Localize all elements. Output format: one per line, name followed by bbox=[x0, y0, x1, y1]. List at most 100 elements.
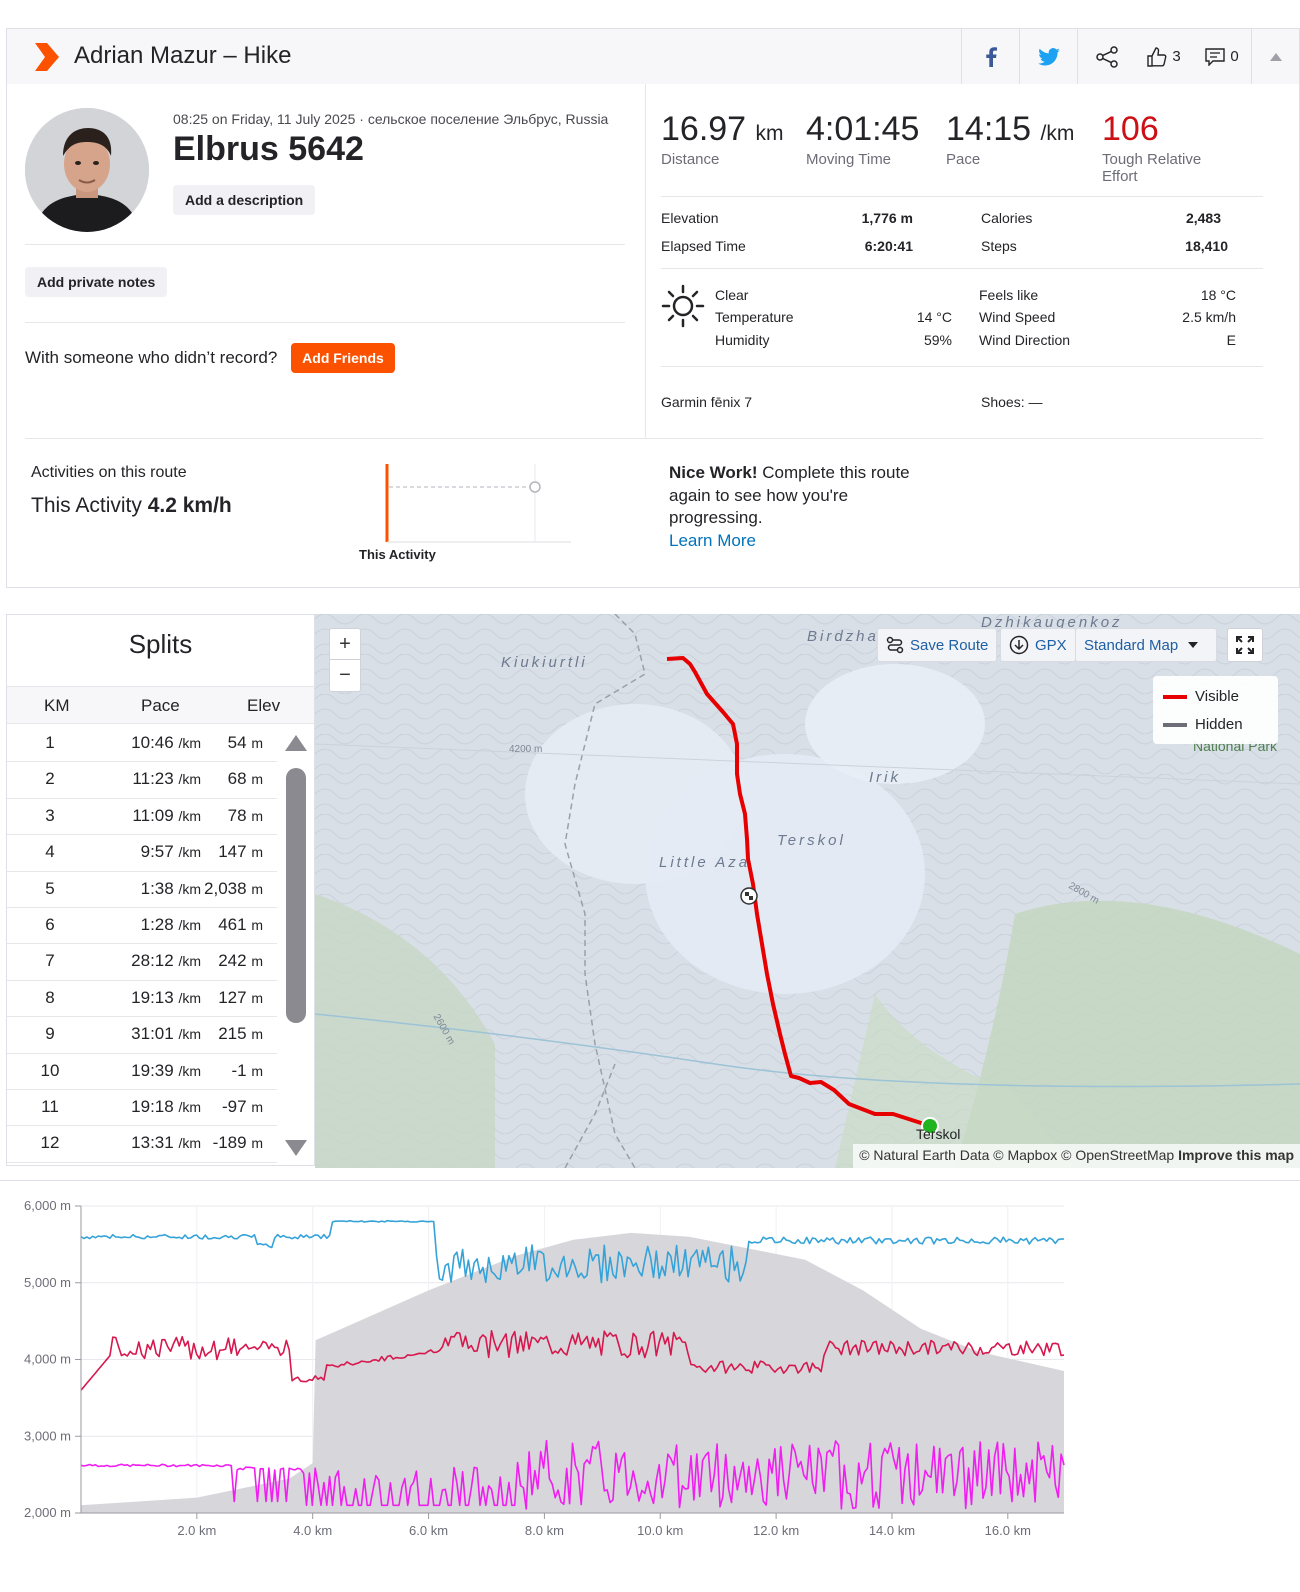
split-row[interactable]: 3 11:09 /km 78 m bbox=[7, 799, 277, 836]
split-pace-unit: /km bbox=[178, 1026, 201, 1043]
scroll-up-arrow[interactable] bbox=[285, 735, 307, 751]
split-elev-unit: m bbox=[251, 953, 263, 970]
split-elev-value: 147 bbox=[218, 842, 247, 862]
kudos-button[interactable]: 3 bbox=[1135, 29, 1193, 84]
comments-button[interactable]: 0 bbox=[1193, 29, 1251, 84]
effort-value: 106 bbox=[1102, 110, 1159, 148]
split-pace: 31:01 /km bbox=[97, 1024, 201, 1044]
split-pace: 19:39 /km bbox=[97, 1061, 201, 1081]
fullscreen-button[interactable] bbox=[1227, 628, 1263, 662]
improve-map-link[interactable]: Improve this map bbox=[1178, 1147, 1294, 1163]
add-private-notes-button[interactable]: Add private notes bbox=[25, 267, 168, 297]
split-pace-value: 13:31 bbox=[131, 1133, 174, 1153]
zoom-out-button[interactable]: − bbox=[339, 664, 351, 686]
split-row[interactable]: 1 10:46 /km 54 m bbox=[7, 726, 277, 763]
divider bbox=[25, 322, 625, 323]
feels-like-value: 18 °C bbox=[1200, 287, 1236, 303]
divider bbox=[661, 366, 1263, 367]
comment-count: 0 bbox=[1230, 48, 1239, 65]
zoom-controls: + − bbox=[329, 628, 361, 692]
nice-work-bold: Nice Work! bbox=[669, 463, 758, 482]
split-pace-unit: /km bbox=[178, 1099, 201, 1115]
add-description-button[interactable]: Add a description bbox=[173, 185, 316, 215]
twitter-share-button[interactable] bbox=[1019, 29, 1077, 84]
split-elev: 54 m bbox=[197, 733, 263, 753]
pace-value: 14:15 bbox=[946, 110, 1032, 148]
legend-swatches bbox=[1163, 695, 1187, 727]
split-elev-value: -189 bbox=[212, 1133, 247, 1153]
scroll-down-arrow[interactable] bbox=[285, 1140, 307, 1156]
collapse-button[interactable] bbox=[1251, 29, 1299, 84]
split-pace: 9:57 /km bbox=[97, 842, 201, 862]
scroll-thumb[interactable] bbox=[286, 768, 306, 1023]
wind-speed-label: Wind Speed bbox=[979, 309, 1056, 325]
split-elev-value: 461 bbox=[218, 915, 247, 934]
add-friends-button[interactable]: Add Friends bbox=[291, 343, 395, 373]
split-elev-unit: m bbox=[251, 735, 263, 751]
share-button[interactable] bbox=[1077, 29, 1135, 84]
route-speed: 4.2 km/h bbox=[147, 494, 232, 517]
save-route-button[interactable]: Save Route bbox=[877, 628, 998, 662]
split-pace-value: 19:13 bbox=[131, 987, 174, 1007]
split-row[interactable]: 12 13:31 /km -189 m bbox=[7, 1126, 277, 1163]
split-elev: -97 m bbox=[197, 1097, 263, 1117]
shoes-info: Shoes: — bbox=[981, 394, 1043, 410]
split-row[interactable]: 8 19:13 /km 127 m bbox=[7, 981, 277, 1018]
split-row[interactable]: 9 31:01 /km 215 m bbox=[7, 1017, 277, 1054]
split-pace-unit: /km bbox=[178, 807, 201, 824]
map-type-select[interactable]: Standard Map bbox=[1075, 628, 1217, 662]
splits-title: Splits bbox=[128, 629, 193, 659]
split-elev-unit: m bbox=[251, 1135, 263, 1152]
split-km: 9 bbox=[45, 1024, 55, 1044]
feels-like-label: Feels like bbox=[979, 287, 1039, 303]
split-km: 7 bbox=[45, 951, 55, 971]
splits-header-pace: Pace bbox=[141, 696, 180, 715]
gpx-download-button[interactable]: GPX bbox=[1000, 628, 1076, 662]
weather-condition: Clear bbox=[715, 287, 749, 303]
athlete-avatar[interactable] bbox=[25, 108, 149, 232]
elevation-chart[interactable]: 6,000 m 5,000 m 4,000 m 3,000 m 2,000 m 2.0 k… bbox=[0, 1171, 1300, 1592]
split-elev-unit: m bbox=[251, 880, 263, 897]
y-tick-label: 3,000 m bbox=[24, 1428, 71, 1443]
split-elev-unit: m bbox=[251, 989, 263, 1006]
stat-relative-effort[interactable]: 106 Tough Relative Effort bbox=[1102, 110, 1201, 185]
share-icon bbox=[1095, 45, 1118, 68]
split-km: 11 bbox=[41, 1097, 59, 1116]
split-row[interactable]: 7 28:12 /km 242 m bbox=[7, 944, 277, 981]
route-icon bbox=[886, 636, 904, 654]
sun-icon bbox=[661, 284, 705, 328]
split-row[interactable]: 5 1:38 /km 2,038 m bbox=[7, 872, 277, 908]
split-pace: 1:38 /km bbox=[97, 879, 201, 899]
split-row[interactable]: 11 19:18 /km -97 m bbox=[7, 1090, 277, 1127]
split-row[interactable]: 2 11:23 /km 68 m bbox=[7, 762, 277, 799]
elevation-area bbox=[81, 1232, 1064, 1513]
route-bar-label: This Activity bbox=[359, 547, 436, 562]
facebook-share-button[interactable] bbox=[961, 29, 1019, 84]
split-pace-unit: /km bbox=[178, 735, 201, 751]
split-row[interactable]: 4 9:57 /km 147 m bbox=[7, 835, 277, 872]
divider bbox=[25, 244, 625, 245]
splits-scrollbar[interactable] bbox=[285, 735, 307, 1165]
header-actions: 3 0 bbox=[961, 29, 1299, 84]
x-tick-label: 16.0 km bbox=[985, 1523, 1031, 1538]
split-row[interactable]: 6 1:28 /km 461 m bbox=[7, 908, 277, 945]
elevation-value: 1,776 m bbox=[861, 210, 913, 226]
map-label-terskol-town: Terskol bbox=[916, 1126, 961, 1142]
zoom-in-button[interactable]: + bbox=[330, 629, 360, 660]
split-pace-value: 19:18 bbox=[131, 1097, 174, 1116]
learn-more-link[interactable]: Learn More bbox=[669, 530, 756, 550]
attribution-text: © Natural Earth Data © Mapbox © OpenStre… bbox=[859, 1147, 1175, 1163]
map-canvas[interactable] bbox=[315, 614, 1300, 1168]
split-pace-unit: /km bbox=[178, 1135, 201, 1152]
activity-summary-card: 08:25 on Friday, 11 July 2025 · сельское… bbox=[6, 84, 1300, 588]
splits-header-km: KM bbox=[44, 696, 70, 715]
split-row[interactable]: 10 19:39 /km -1 m bbox=[7, 1054, 277, 1090]
pace-unit: /km bbox=[1040, 122, 1075, 145]
calories-label: Calories bbox=[981, 210, 1033, 226]
splits-table-header: KM Pace Elev bbox=[7, 686, 314, 724]
x-tick-label: 12.0 km bbox=[753, 1523, 799, 1538]
route-map[interactable]: Kiukiurtli Birdzha Dzhikaugenkoz Irik Te… bbox=[315, 614, 1300, 1168]
map-attribution: © Natural Earth Data © Mapbox © OpenStre… bbox=[853, 1144, 1300, 1168]
steps-value: 18,410 bbox=[1185, 238, 1228, 254]
y-tick-label: 4,000 m bbox=[24, 1352, 71, 1367]
